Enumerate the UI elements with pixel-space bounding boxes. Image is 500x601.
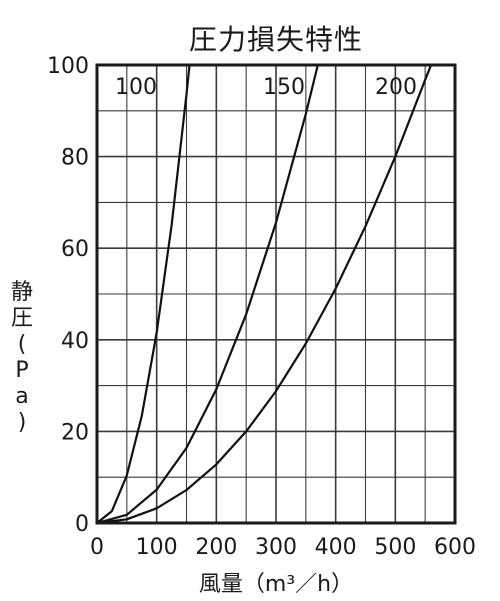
x-tick-label: 100 xyxy=(136,535,178,560)
y-axis-title-char: ) xyxy=(17,410,27,435)
curve-150 xyxy=(96,64,319,525)
x-tick-label: 600 xyxy=(434,535,476,560)
y-axis-title: 静 圧 ( P a ) xyxy=(6,280,38,436)
curve-100 xyxy=(96,64,191,524)
curve-label-100: 100 xyxy=(115,75,157,100)
y-tick-label: 40 xyxy=(61,329,89,354)
x-tick-label: 0 xyxy=(90,535,104,560)
x-tick-label: 400 xyxy=(315,535,357,560)
y-axis-title-char: 静 xyxy=(10,280,33,305)
x-tick-label: 200 xyxy=(195,535,237,560)
x-tick-label: 500 xyxy=(374,535,416,560)
y-tick-label: 20 xyxy=(61,420,89,445)
x-tick-labels: 0 100 200 300 400 500 600 xyxy=(90,535,476,560)
chart-title: 圧力損失特性 xyxy=(188,23,363,56)
y-axis-title-char: 圧 xyxy=(10,306,33,331)
y-tick-label: 0 xyxy=(75,512,89,537)
curves xyxy=(96,64,433,525)
y-tick-label: 80 xyxy=(61,146,89,171)
x-axis-title: 風量（m³／h） xyxy=(198,572,354,597)
y-axis-title-char: ( xyxy=(17,332,27,357)
y-tick-label: 60 xyxy=(61,237,89,262)
curve-200 xyxy=(96,64,433,525)
curve-labels: 100 150 200 xyxy=(115,75,417,100)
y-tick-label: 100 xyxy=(47,54,89,79)
y-tick-labels: 0 20 40 60 80 100 xyxy=(47,54,89,537)
y-axis-title-char: a xyxy=(15,384,29,409)
curve-label-150: 150 xyxy=(263,75,305,100)
x-tick-label: 300 xyxy=(255,535,297,560)
plot-frame xyxy=(95,63,457,525)
y-axis-title-char: P xyxy=(15,358,29,383)
grid xyxy=(97,65,455,523)
curve-label-200: 200 xyxy=(375,75,417,100)
